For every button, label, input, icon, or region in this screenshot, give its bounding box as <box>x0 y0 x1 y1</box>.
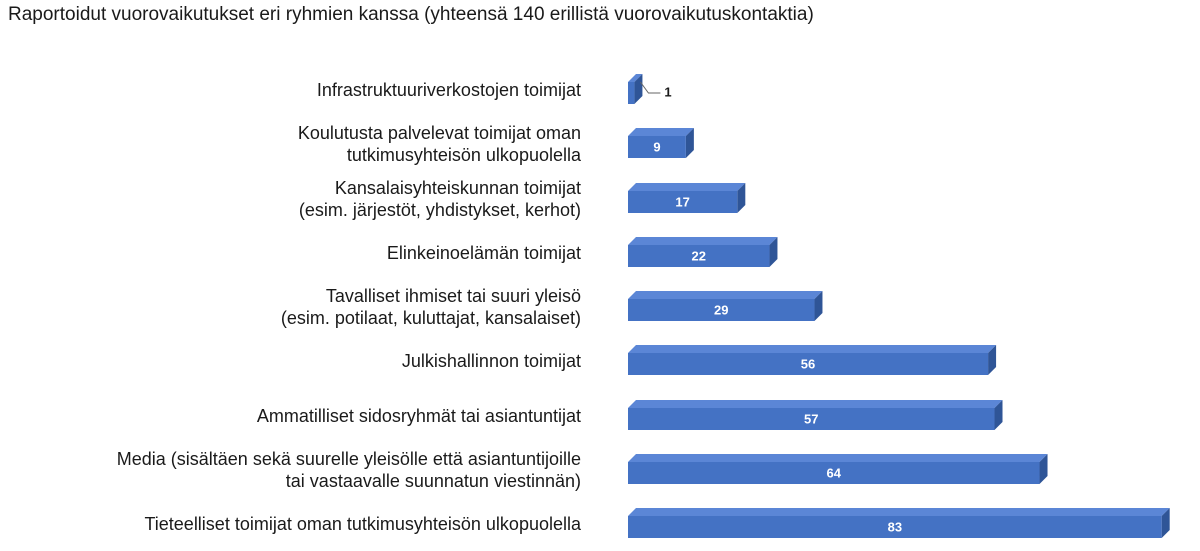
data-label: 9 <box>653 139 660 154</box>
bar <box>628 353 989 375</box>
category-label-line: Julkishallinnon toimijat <box>402 351 581 371</box>
bar-side-face <box>685 128 694 158</box>
data-label: 17 <box>675 194 689 209</box>
data-label: 1 <box>664 84 671 99</box>
category-label: Julkishallinnon toimijat <box>402 351 581 371</box>
category-label-line: Media (sisältäen sekä suurelle yleisölle… <box>117 449 581 469</box>
bar-group: 57 <box>628 400 1003 430</box>
bar-side-face <box>814 291 823 321</box>
bar-group: 56 <box>628 345 997 375</box>
bar-group: 29 <box>628 291 823 321</box>
category-label-line: tutkimusyhteisön ulkopuolella <box>347 145 582 165</box>
category-label-line: tai vastaavalle suunnatun viestinnän) <box>286 471 581 491</box>
chart-title: Raportoidut vuorovaikutukset eri ryhmien… <box>8 4 814 25</box>
bar-side-face <box>769 237 778 267</box>
category-label-line: Tieteelliset toimijat oman tutkimusyhtei… <box>144 514 582 534</box>
bar <box>628 245 770 267</box>
category-label: Ammatilliset sidosryhmät tai asiantuntij… <box>257 406 581 426</box>
bar <box>628 516 1162 538</box>
category-label: Koulutusta palvelevat toimijat oman tutki… <box>298 123 582 165</box>
category-label-line: (esim. järjestöt, yhdistykset, kerhot) <box>299 200 581 220</box>
category-label-line: Koulutusta palvelevat toimijat oman <box>298 123 581 143</box>
category-label-line: Infrastruktuuriverkostojen toimijat <box>317 80 581 100</box>
bar-side-face <box>1161 508 1170 538</box>
bar-group: 83 <box>628 508 1170 538</box>
category-label-line: Tavalliset ihmiset tai suuri yleisö <box>326 286 581 306</box>
bar-side-face <box>737 183 746 213</box>
bar-top-face <box>628 183 746 191</box>
bar-top-face <box>628 400 1003 408</box>
data-label: 83 <box>888 519 902 534</box>
bar-group: 1 <box>628 74 672 104</box>
category-label: Tavalliset ihmiset tai suuri yleisö (esim… <box>281 286 581 328</box>
bar-top-face <box>628 74 643 82</box>
category-label: Kansalaisyhteiskunnan toimijat (esim. jär… <box>299 178 581 220</box>
bar-top-face <box>628 237 778 245</box>
bar <box>628 462 1040 484</box>
category-label: Tieteelliset toimijat oman tutkimusyhtei… <box>144 514 582 534</box>
category-label: Infrastruktuuriverkostojen toimijat <box>317 80 581 100</box>
bar-top-face <box>628 508 1170 516</box>
bar-side-face <box>994 400 1003 430</box>
category-label-line: (esim. potilaat, kuluttajat, kansalaiset… <box>281 308 581 328</box>
bar <box>628 82 635 104</box>
bar-group: 64 <box>628 454 1048 484</box>
bar-top-face <box>628 454 1048 462</box>
category-label-line: Ammatilliset sidosryhmät tai asiantuntij… <box>257 406 581 426</box>
data-label: 29 <box>714 302 728 317</box>
bar <box>628 191 738 213</box>
data-label: 64 <box>827 465 842 480</box>
bar-group: 17 <box>628 183 746 213</box>
bar <box>628 299 815 321</box>
data-label: 22 <box>691 248 705 263</box>
bar-side-face <box>634 74 643 104</box>
bar-group: 22 <box>628 237 778 267</box>
leader-line <box>640 81 661 94</box>
category-label: Media (sisältäen sekä suurelle yleisölle… <box>117 449 581 491</box>
bar <box>628 136 686 158</box>
category-label: Elinkeinoelämän toimijat <box>387 243 581 263</box>
bar-top-face <box>628 128 694 136</box>
category-label-line: Elinkeinoelämän toimijat <box>387 243 581 263</box>
bar <box>628 408 995 430</box>
bar-side-face <box>1039 454 1048 484</box>
bar-group: 9 <box>628 128 694 158</box>
bar-top-face <box>628 345 997 353</box>
data-label: 57 <box>804 411 818 426</box>
category-label-line: Kansalaisyhteiskunnan toimijat <box>335 178 581 198</box>
bar-top-face <box>628 291 823 299</box>
bar-side-face <box>988 345 997 375</box>
data-label: 56 <box>801 356 815 371</box>
